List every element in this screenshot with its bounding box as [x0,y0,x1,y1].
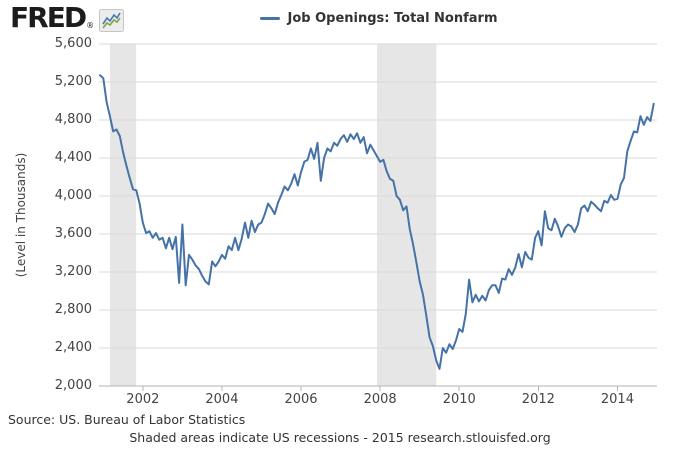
y-tick-label: 3,600 [54,226,92,241]
x-tick-label: 2010 [442,392,476,407]
x-tick-label: 2006 [284,392,318,407]
y-tick-label: 2,000 [54,378,92,393]
registered-trademark-icon: ® [86,21,95,30]
x-tick-label: 2004 [205,392,239,407]
y-tick-label: 4,400 [54,150,92,165]
y-tick-label: 2,400 [54,340,92,355]
legend-series-label: Job Openings: Total Nonfarm [287,11,498,26]
series-line [99,74,655,370]
y-tick-label: 2,800 [54,302,92,317]
y-tick-label: 5,200 [54,74,92,89]
fred-logo: FRED ® [10,1,125,34]
y-tick-label: 4,800 [54,112,92,127]
y-tick-label: 3,200 [54,264,92,279]
y-tick-label: 4,000 [54,188,92,203]
x-tick-label: 2012 [521,392,555,407]
fred-sparkline-icon [99,9,125,32]
recession-band [110,44,137,386]
chart-legend: Job Openings: Total Nonfarm [100,11,657,26]
x-tick-label: 2002 [126,392,160,407]
legend-line-swatch [259,17,280,20]
recession-note: Shaded areas indicate US recessions - 20… [129,430,551,445]
x-tick-label: 2014 [600,392,634,407]
y-tick-label: 5,600 [54,36,92,51]
x-tick-label: 2008 [363,392,397,407]
recession-band [377,44,437,386]
fred-logo-text: FRED [10,1,87,34]
source-note: Source: US. Bureau of Labor Statistics [8,412,246,427]
